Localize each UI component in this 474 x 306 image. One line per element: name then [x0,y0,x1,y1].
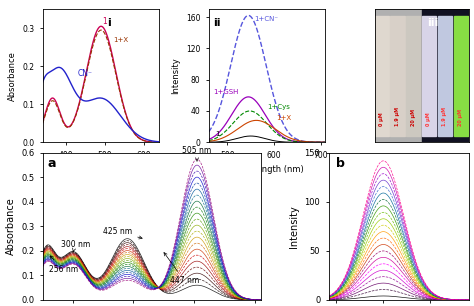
Text: 1+X: 1+X [113,36,128,43]
Text: 0 µM: 0 µM [427,113,431,126]
Text: ii: ii [213,18,221,28]
Text: 1+Cys: 1+Cys [267,104,290,110]
Text: 447 nm: 447 nm [164,252,199,285]
Text: 1+CN⁻: 1+CN⁻ [254,16,278,22]
Y-axis label: Intensity: Intensity [289,205,299,248]
Bar [422,9,438,142]
Bar [406,16,421,136]
Text: a: a [47,157,55,170]
X-axis label: Wavelength (nm): Wavelength (nm) [64,165,137,174]
Text: 0 µM: 0 µM [379,113,384,126]
Bar [454,16,468,136]
Bar [375,16,389,136]
Y-axis label: Absorbance: Absorbance [8,51,17,101]
Text: 300 nm: 300 nm [61,240,90,252]
Text: i: i [107,18,110,28]
Text: iii: iii [427,18,438,28]
Y-axis label: Absorbance: Absorbance [6,198,16,255]
Y-axis label: Intensity: Intensity [171,57,180,94]
Text: b: b [336,157,345,170]
Text: 20 µM: 20 µM [410,109,416,126]
Text: 256 nm: 256 nm [49,256,78,274]
Bar [438,16,452,136]
Text: CN⁻: CN⁻ [78,69,93,78]
Text: 425 nm: 425 nm [103,227,142,239]
Text: 1+X: 1+X [276,115,292,121]
Text: 1: 1 [215,131,219,137]
Bar [438,9,454,142]
Text: 505 nm: 505 nm [182,147,211,161]
Bar [391,16,405,136]
Text: 1: 1 [102,17,107,26]
Text: 1+GSH: 1+GSH [213,89,238,95]
Bar [422,16,437,136]
Text: 1.9 µM: 1.9 µM [395,107,400,126]
Text: 20 µM: 20 µM [458,109,463,126]
Bar [454,9,469,142]
Text: 1.9 µM: 1.9 µM [442,107,447,126]
X-axis label: Wavelength (nm): Wavelength (nm) [231,165,303,174]
